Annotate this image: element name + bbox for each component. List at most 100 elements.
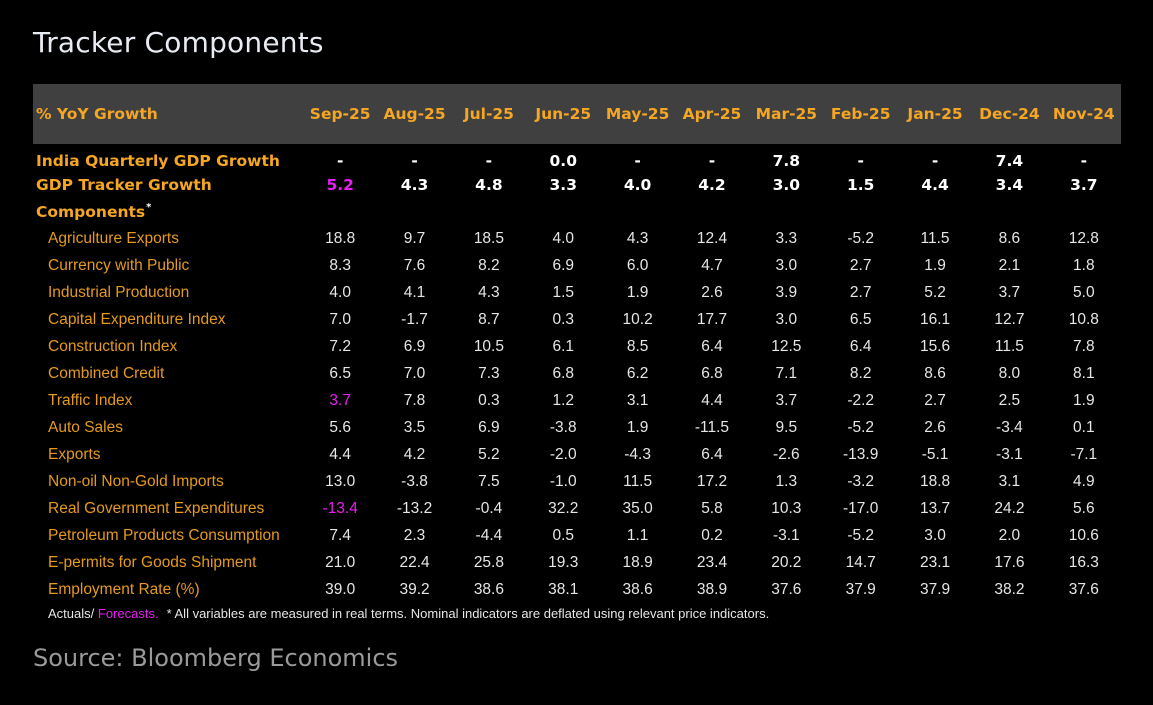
value-cell: 21.0	[325, 553, 356, 571]
table-row: India Quarterly GDP Growth - - - 0.0 - - 7.8 - - 7…	[33, 144, 1121, 171]
table-row: Real Government Expenditures -13.4 -13.2 -0…	[33, 495, 1121, 522]
value-cell: 38.6	[473, 580, 504, 598]
value-cell: 38.9	[696, 580, 728, 598]
row-label: Exports	[48, 445, 101, 463]
forecast-value-cell: 5.2	[326, 175, 354, 194]
value-cell: -0.4	[475, 499, 503, 517]
value-cell: 35.0	[622, 499, 653, 517]
value-cell: 23.1	[919, 553, 951, 571]
value-cell: 4.3	[626, 229, 649, 247]
value-cell: 6.4	[701, 445, 723, 463]
value-cell: 37.6	[771, 580, 802, 598]
value-cell: 16.3	[1068, 553, 1099, 571]
value-cell: -3.1	[772, 526, 800, 544]
row-label: Currency with Public	[48, 256, 190, 274]
table-row: Exports 4.4 4.2 5.2 -2.0 -4.3 6.4 -2.6 -13.9 -5.1…	[33, 441, 1121, 468]
value-cell: 37.9	[919, 580, 951, 598]
value-cell: 6.5	[849, 310, 872, 328]
value-cell: 3.0	[772, 175, 801, 194]
value-cell: -7.1	[1070, 445, 1098, 463]
value-cell: 7.4	[995, 151, 1024, 170]
value-cell: -	[708, 151, 716, 170]
value-cell: 2.7	[849, 256, 872, 274]
value-cell: 10.2	[622, 310, 653, 328]
value-cell: -2.2	[847, 391, 875, 409]
value-cell: 4.4	[329, 445, 351, 463]
value-cell: 7.0	[403, 364, 426, 382]
value-cell: 4.8	[475, 175, 503, 194]
value-cell: 25.8	[473, 553, 504, 571]
value-cell: 5.0	[1073, 283, 1095, 301]
value-cell: 15.6	[919, 337, 951, 355]
footnote-actuals: Actuals/	[48, 606, 95, 621]
value-cell: 1.9	[1073, 391, 1095, 409]
table-body: India Quarterly GDP Growth - - -0.0- -7.8- -7…	[33, 144, 1121, 603]
value-cell: -	[485, 151, 493, 170]
value-cell: 4.2	[403, 445, 426, 463]
row-label: Industrial Production	[48, 283, 190, 301]
value-cell: -11.5	[694, 418, 730, 436]
value-cell: 1.3	[775, 472, 798, 490]
value-cell: -5.2	[847, 418, 875, 436]
components-label: Components	[36, 203, 146, 221]
row-label: Employment Rate (%)	[48, 580, 200, 598]
value-cell: 9.5	[775, 418, 798, 436]
value-cell: 7.0	[329, 310, 351, 328]
value-cell: 3.9	[775, 283, 798, 301]
value-cell: 7.8	[403, 391, 426, 409]
value-cell: 4.7	[701, 256, 723, 274]
value-cell: 18.8	[325, 229, 356, 247]
value-cell: 17.7	[696, 310, 728, 328]
table-row: Traffic Index 3.7 7.8 0.3 1.2 3.1 4.4 3.7 -2.2 2.…	[33, 387, 1121, 414]
row-label: Capital Expenditure Index	[48, 310, 226, 328]
value-cell: 2.3	[403, 526, 426, 544]
value-cell: -2.6	[772, 445, 800, 463]
value-cell: 2.1	[998, 256, 1021, 274]
value-cell: 6.5	[329, 364, 351, 382]
value-cell: 10.5	[473, 337, 504, 355]
value-cell: -4.3	[624, 445, 651, 463]
row-label: E-permits for Goods Shipment	[48, 553, 257, 571]
value-cell: 7.4	[329, 526, 351, 544]
value-cell: 3.1	[998, 472, 1021, 490]
value-cell: 2.7	[924, 391, 946, 409]
value-cell: 3.1	[626, 391, 649, 409]
value-cell: 7.8	[1073, 337, 1095, 355]
value-cell: 11.5	[994, 337, 1024, 355]
value-cell: 8.2	[849, 364, 872, 382]
value-cell: 6.0	[626, 256, 649, 274]
value-cell: -17.0	[843, 499, 879, 517]
table-row: Combined Credit 6.5 7.0 7.3 6.8 6.2 6.8 7.1 8.2 8…	[33, 360, 1121, 387]
value-cell: 4.0	[552, 229, 575, 247]
value-cell: 2.5	[998, 391, 1021, 409]
value-cell: 0.2	[701, 526, 723, 544]
table-row: Capital Expenditure Index 7.0 -1.7 8.7 0.3 10…	[33, 306, 1121, 333]
value-cell: 1.1	[626, 526, 649, 544]
value-cell: 32.2	[548, 499, 579, 517]
value-cell: 2.6	[924, 418, 946, 436]
header-month: Sep-25	[309, 105, 371, 123]
value-cell: 3.7	[998, 283, 1021, 301]
value-cell: -	[1080, 151, 1088, 170]
value-cell: -	[634, 151, 641, 170]
value-cell: 12.7	[994, 310, 1025, 328]
value-cell: 18.8	[919, 472, 951, 490]
value-cell: 4.2	[698, 175, 726, 194]
value-cell: 8.2	[478, 256, 500, 274]
header-month: Jul-25	[463, 105, 514, 123]
asterisk-marker: *	[146, 202, 152, 213]
footnote-forecasts: Forecasts.	[97, 606, 159, 621]
value-cell: 3.3	[775, 229, 798, 247]
value-cell: 22.4	[399, 553, 430, 571]
value-cell: 1.9	[626, 418, 649, 436]
header-month: Feb-25	[830, 105, 891, 123]
table-row: Industrial Production 4.0 4.1 4.3 1.5 1.9 2.6 3…	[33, 279, 1121, 306]
value-cell: 11.5	[920, 229, 950, 247]
value-cell: 6.9	[478, 418, 500, 436]
value-cell: 10.6	[1068, 526, 1099, 544]
value-cell: -5.2	[847, 229, 875, 247]
value-cell: 3.0	[775, 256, 798, 274]
value-cell: 12.5	[771, 337, 802, 355]
value-cell: 0.5	[552, 526, 575, 544]
value-cell: 18.5	[473, 229, 504, 247]
